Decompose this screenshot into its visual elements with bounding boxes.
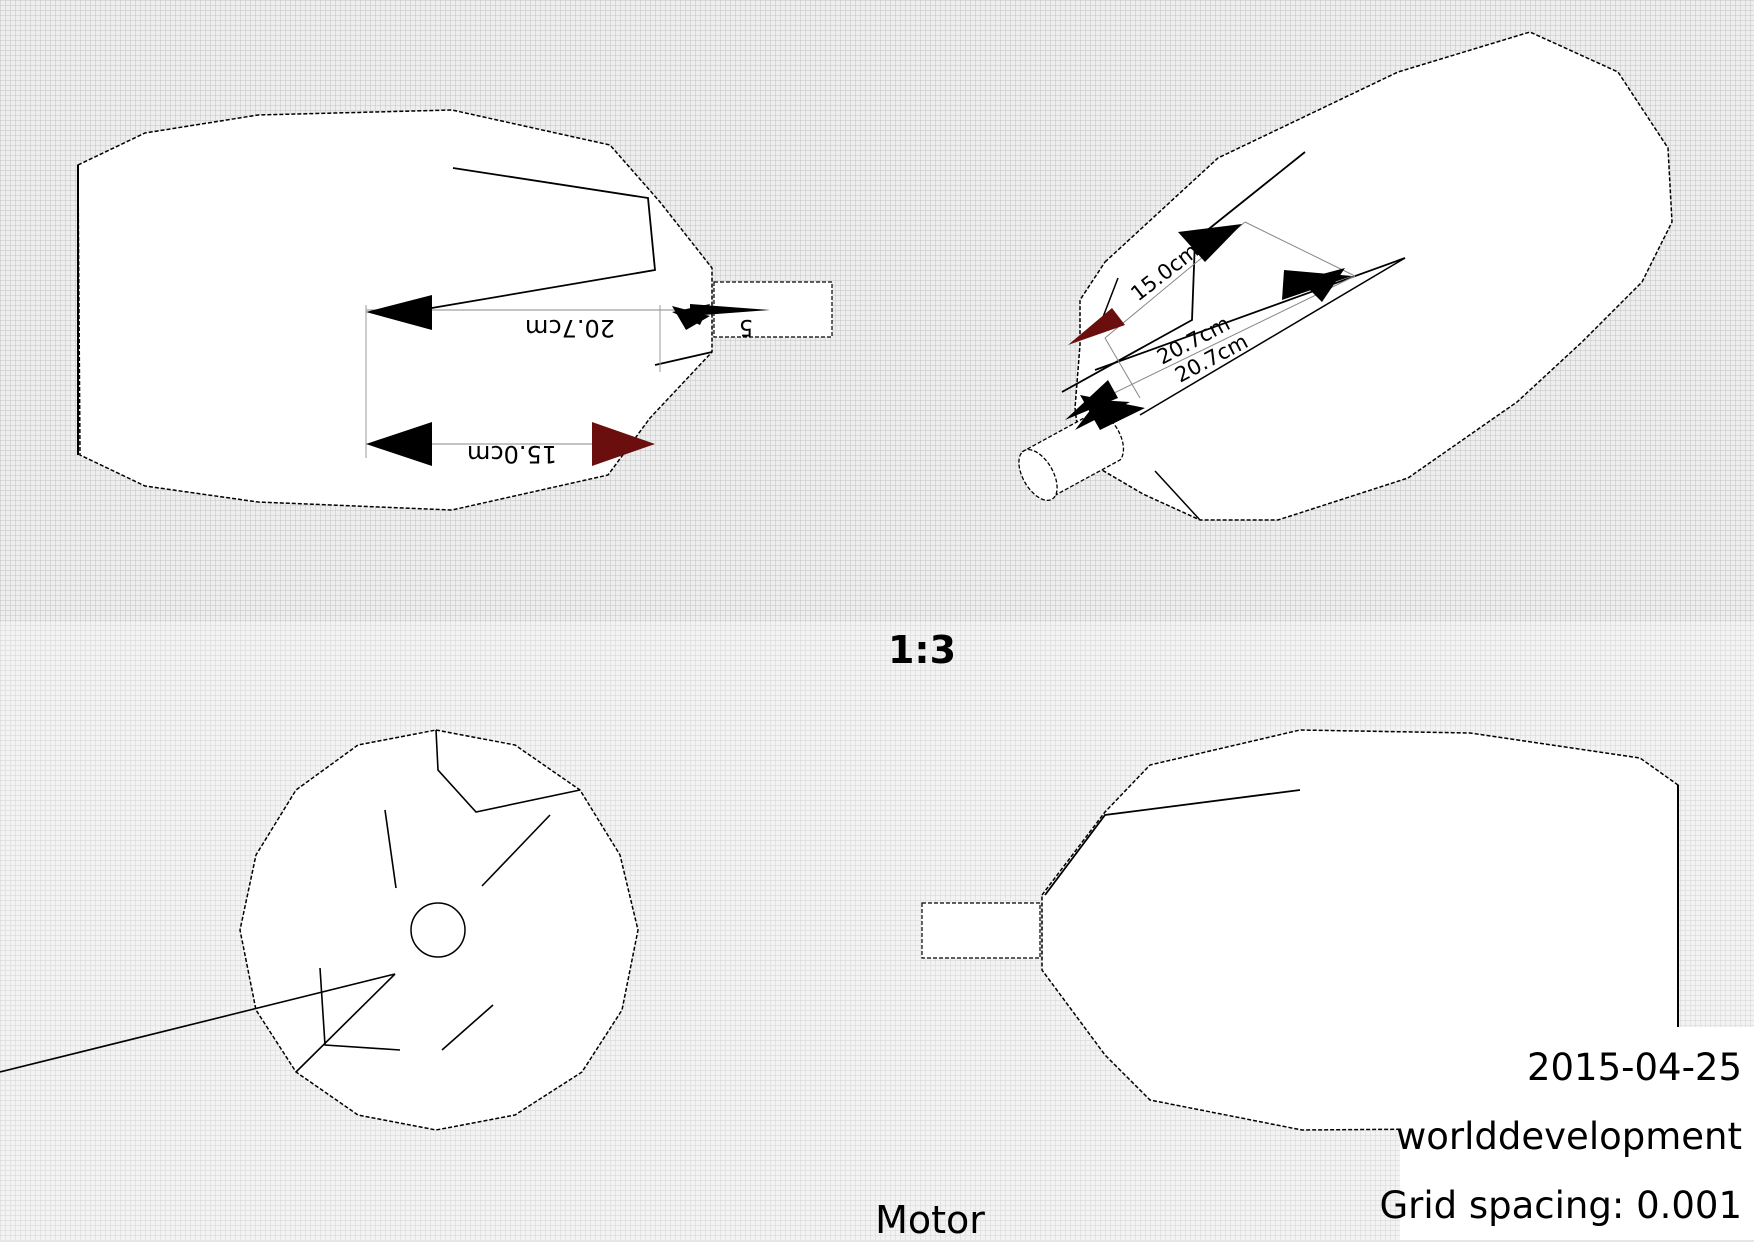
top-view-inner-edge	[419, 167, 656, 311]
grid-spacing: Grid spacing: 0.001	[1379, 1184, 1742, 1227]
iso-inner-edge-3	[1139, 257, 1406, 416]
drawing-author: worlddevelopment	[1396, 1115, 1742, 1158]
top-view: 20.7cm 15.0cm 5	[77, 109, 833, 511]
iso-arrow-5	[1075, 400, 1130, 430]
title-block: 2015-04-25 worlddevelopment Grid spacing…	[1379, 1027, 1754, 1240]
front-blade-4	[319, 967, 401, 1051]
scale-label: 1:3	[887, 628, 957, 672]
top-view-inner-edge-2	[654, 351, 713, 366]
dim-arrow-2	[366, 422, 432, 466]
front-view	[0, 729, 639, 1131]
iso-arrow-red	[1068, 308, 1125, 345]
side-view-shaft	[921, 902, 1041, 959]
front-view-shaft	[410, 902, 466, 958]
front-blade-7	[295, 973, 396, 1073]
front-blade-1	[435, 729, 581, 813]
iso-arrow-2b	[1300, 268, 1345, 302]
drawing-date: 2015-04-25	[1526, 1046, 1742, 1089]
iso-edge-4	[1154, 470, 1201, 521]
dim-arrow-shaft-c	[690, 304, 770, 316]
iso-dim-ext-1	[1244, 221, 1356, 277]
front-blade-5	[0, 973, 396, 1073]
iso-dim-length	[1074, 275, 1356, 413]
dim-arrow-1	[366, 295, 432, 330]
dim-arrow-red	[592, 422, 655, 466]
isometric-view: 15.0cm 20.7cm 20.7cm	[1018, 31, 1673, 521]
part-name: Motor	[875, 1198, 985, 1242]
side-inner-edge	[1044, 789, 1301, 896]
iso-shaft-end	[1018, 448, 1058, 502]
dim-arrow-shaft-b	[672, 306, 710, 330]
front-blade-2	[481, 814, 551, 887]
iso-dim-ext-2	[1104, 337, 1141, 399]
dim-shaft-label: 5	[739, 314, 753, 339]
dim-width-label: 15.0cm	[467, 440, 557, 468]
front-blade-6	[441, 1004, 494, 1051]
iso-inner-edge-1	[1061, 151, 1306, 393]
iso-arrow-1	[1178, 224, 1242, 262]
dim-length-label: 20.7cm	[525, 314, 615, 342]
front-blade-3	[384, 809, 397, 889]
